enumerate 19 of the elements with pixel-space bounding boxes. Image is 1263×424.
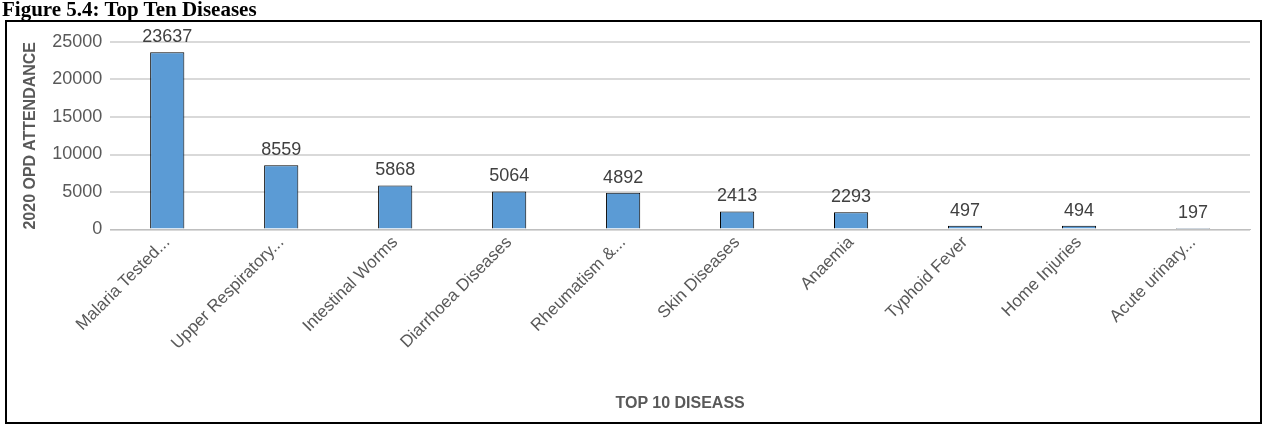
data-label: 4892 <box>603 166 644 187</box>
data-label: 2293 <box>831 186 872 207</box>
data-label: 2413 <box>717 185 758 206</box>
data-label: 494 <box>1064 199 1095 220</box>
data-label: 8559 <box>261 139 302 160</box>
y-tick-label: 5000 <box>62 180 103 201</box>
y-axis-title: 2020 OPD ATTENDANCE <box>21 41 39 230</box>
y-tick-label: 0 <box>92 218 103 239</box>
data-label: 5064 <box>489 165 530 186</box>
data-label: 23637 <box>142 26 193 47</box>
data-label: 5868 <box>375 159 416 180</box>
y-tick-label: 25000 <box>52 30 103 51</box>
y-tick-label: 20000 <box>52 68 103 89</box>
x-axis-title: TOP 10 DISEASS <box>615 393 746 411</box>
y-tick-label: 15000 <box>52 105 103 126</box>
chart-title: Figure 5.4: Top Ten Diseases <box>1 0 258 21</box>
data-label: 497 <box>950 199 981 220</box>
y-tick-label: 10000 <box>52 143 103 164</box>
data-label: 197 <box>1177 201 1209 222</box>
